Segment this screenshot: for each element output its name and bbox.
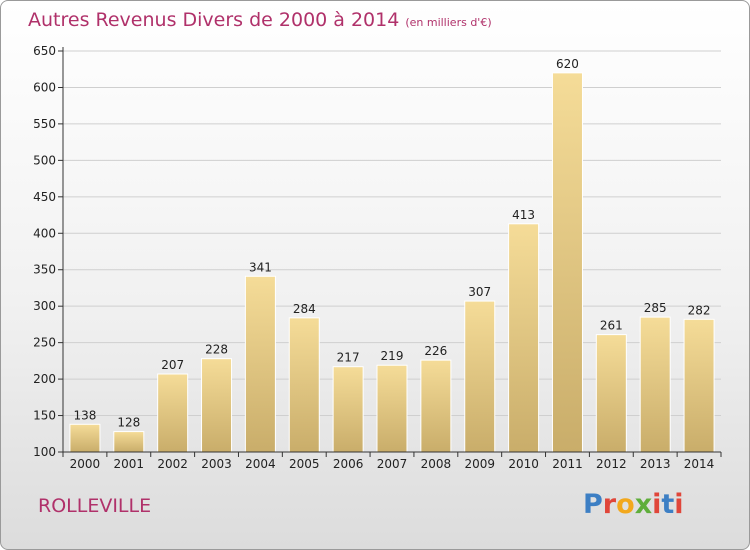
- x-tick-label: 2014: [684, 457, 715, 471]
- y-tick-label: 550: [33, 117, 56, 131]
- title-row: Autres Revenus Divers de 2000 à 2014 (en …: [28, 9, 492, 31]
- data-label: 217: [337, 351, 360, 365]
- bar-2013: [639, 316, 671, 453]
- bars: 138 128 207 228 341 284 217 219 226 307 413 620 261 2…: [69, 57, 715, 453]
- y-tick-label: 450: [33, 190, 56, 204]
- chart-title: Autres Revenus Divers de 2000 à 2014: [28, 9, 400, 31]
- y-tick-label: 150: [33, 409, 56, 423]
- data-label: 307: [468, 285, 491, 299]
- y-tick-label: 350: [33, 263, 56, 277]
- bar-2008: [420, 359, 452, 453]
- x-tick-label: 2011: [552, 457, 583, 471]
- y-tick-label: 400: [33, 226, 56, 240]
- data-label: 219: [381, 349, 404, 363]
- data-label: 207: [161, 358, 184, 372]
- data-label: 282: [688, 303, 711, 317]
- data-label: 284: [293, 302, 316, 316]
- axes: 100 150 200 250 300 350 400 450 500 550 600 650 2000…: [33, 44, 722, 471]
- x-tick-label: 2003: [201, 457, 232, 471]
- x-tick-label: 2010: [508, 457, 539, 471]
- bar-2012: [595, 334, 627, 453]
- y-tick-label: 500: [33, 153, 56, 167]
- bar-2000: [69, 423, 101, 453]
- logo-letter: x: [634, 489, 653, 520]
- chart-subtitle: (en milliers d'€): [405, 16, 492, 29]
- bar-2005: [288, 317, 320, 453]
- data-label: 138: [73, 408, 96, 422]
- data-label: 341: [249, 260, 272, 274]
- y-tick-label: 650: [33, 44, 56, 58]
- x-tick-label: 2005: [289, 457, 320, 471]
- data-label: 128: [117, 416, 140, 430]
- data-label: 413: [512, 208, 535, 222]
- y-tick-label: 300: [33, 299, 56, 313]
- logo-letter: r: [602, 489, 617, 520]
- x-tick-label: 2008: [421, 457, 452, 471]
- bar-2009: [464, 300, 496, 453]
- logo-letter: t: [661, 489, 675, 520]
- logo-letter: o: [616, 489, 635, 520]
- x-tick-label: 2007: [377, 457, 408, 471]
- bar-2006: [332, 366, 364, 453]
- data-label: 285: [644, 301, 667, 315]
- logo-letter: i: [674, 489, 684, 520]
- bar-2003: [201, 358, 233, 453]
- data-label: 261: [600, 319, 623, 333]
- data-label: 620: [556, 57, 579, 71]
- x-tick-label: 2006: [333, 457, 364, 471]
- proxiti-logo: Proxiti: [583, 489, 684, 520]
- x-tick-label: 2009: [464, 457, 495, 471]
- y-tick-label: 200: [33, 372, 56, 386]
- logo-letter: i: [652, 489, 662, 520]
- y-tick-label: 100: [33, 445, 56, 459]
- bar-2011: [551, 72, 583, 453]
- bar-2014: [683, 318, 715, 453]
- logo-letter: P: [583, 489, 603, 520]
- commune-name: ROLLEVILLE: [38, 495, 152, 517]
- bar-2010: [508, 223, 540, 453]
- x-tick-label: 2002: [157, 457, 188, 471]
- bar-2004: [244, 275, 276, 453]
- x-tick-label: 2001: [114, 457, 145, 471]
- bar-2001: [113, 431, 145, 453]
- x-tick-label: 2012: [596, 457, 627, 471]
- y-tick-label: 250: [33, 336, 56, 350]
- x-tick-label: 2013: [640, 457, 671, 471]
- bar-2002: [157, 373, 189, 453]
- data-label: 226: [424, 344, 447, 358]
- data-label: 228: [205, 343, 228, 357]
- bar-2007: [376, 364, 408, 453]
- x-tick-label: 2000: [70, 457, 101, 471]
- x-tick-label: 2004: [245, 457, 276, 471]
- y-tick-label: 600: [33, 80, 56, 94]
